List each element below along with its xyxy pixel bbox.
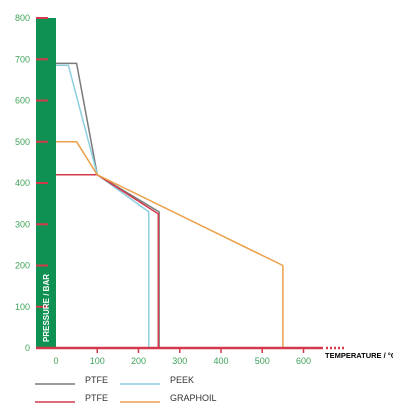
x-tick-label: 600	[296, 356, 311, 366]
x-axis-title: TEMPERATURE / °C	[325, 351, 393, 360]
series-lines	[56, 63, 283, 348]
x-tick-label: 400	[213, 356, 228, 366]
legend-label-2: PTFE	[85, 393, 108, 403]
y-tick-label: 100	[15, 302, 30, 312]
y-tick-label: 800	[15, 13, 30, 23]
series-line-3	[56, 142, 283, 348]
y-axis: 0 100 200 300 400 500 600 700 800 PRESSURE / BAR	[15, 13, 56, 353]
x-tick-label: 300	[172, 356, 187, 366]
legend-label-0: PTFE	[85, 375, 108, 385]
y-tick-label: 500	[15, 137, 30, 147]
y-tick-label: 700	[15, 54, 30, 64]
series-line-0	[56, 63, 159, 348]
legend: PTFE PEEK PTFE GRAPHOIL	[35, 375, 217, 403]
y-tick-label: 400	[15, 178, 30, 188]
x-axis: 0 100 200 300 400 500 600 TEMPERATURE / °C	[36, 347, 393, 366]
y-tick-label: 300	[15, 219, 30, 229]
x-tick-label: 100	[90, 356, 105, 366]
x-tick-label: 200	[131, 356, 146, 366]
legend-label-3: GRAPHOIL	[170, 393, 217, 403]
legend-label-1: PEEK	[170, 375, 194, 385]
y-tick-label: 0	[25, 343, 30, 353]
series-line-2	[56, 175, 158, 348]
y-axis-title: PRESSURE / BAR	[42, 274, 51, 342]
y-tick-label: 600	[15, 96, 30, 106]
series-line-1	[56, 65, 149, 348]
y-tick-label: 200	[15, 261, 30, 271]
x-tick-label: 0	[53, 356, 58, 366]
x-tick-label: 500	[255, 356, 270, 366]
